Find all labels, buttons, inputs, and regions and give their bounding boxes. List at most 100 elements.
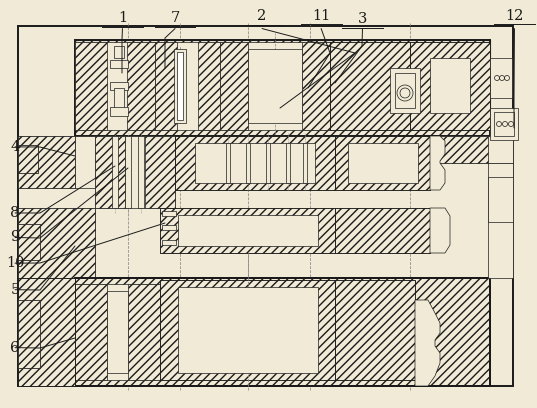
Bar xyxy=(488,177,513,222)
Bar xyxy=(114,46,124,58)
Circle shape xyxy=(503,122,507,126)
Bar xyxy=(18,278,75,386)
Bar xyxy=(335,280,415,380)
Text: 10: 10 xyxy=(6,256,24,270)
Bar xyxy=(488,136,513,163)
Bar xyxy=(127,42,155,130)
Bar xyxy=(335,136,430,190)
Polygon shape xyxy=(415,300,440,386)
Text: 5: 5 xyxy=(10,283,20,297)
Bar xyxy=(246,143,250,183)
Bar xyxy=(138,136,144,208)
Bar xyxy=(410,42,490,130)
Bar xyxy=(125,136,131,208)
Bar xyxy=(107,291,128,373)
Bar xyxy=(410,42,490,130)
Bar xyxy=(177,52,183,120)
Bar xyxy=(160,208,335,253)
Bar xyxy=(110,107,128,116)
Bar xyxy=(18,208,95,278)
Bar xyxy=(18,145,38,173)
Bar xyxy=(95,136,160,163)
Text: 12: 12 xyxy=(505,9,524,22)
Text: 9: 9 xyxy=(10,231,20,244)
Bar xyxy=(18,300,40,368)
Bar xyxy=(155,42,220,130)
Bar xyxy=(330,42,410,130)
Text: 2: 2 xyxy=(257,9,267,23)
Bar xyxy=(75,284,160,380)
Bar xyxy=(178,215,318,246)
Bar xyxy=(75,40,490,136)
Bar xyxy=(18,300,40,368)
Polygon shape xyxy=(430,208,450,253)
Bar xyxy=(395,73,415,108)
Bar xyxy=(220,42,330,130)
Bar xyxy=(348,143,418,183)
Bar xyxy=(286,143,290,183)
Bar xyxy=(430,58,470,113)
Bar xyxy=(75,42,155,130)
Bar xyxy=(18,136,75,188)
Bar xyxy=(75,284,107,380)
Bar xyxy=(75,278,490,386)
Bar xyxy=(95,136,175,208)
Bar xyxy=(155,42,177,130)
Bar xyxy=(162,211,176,216)
Circle shape xyxy=(397,85,413,101)
Bar xyxy=(18,26,513,386)
Text: 1: 1 xyxy=(118,11,127,25)
Bar xyxy=(160,280,335,380)
Bar xyxy=(128,284,160,380)
Bar xyxy=(112,136,118,208)
Bar xyxy=(175,136,335,190)
Text: 8: 8 xyxy=(10,206,20,220)
Bar xyxy=(335,136,430,190)
Bar xyxy=(335,280,415,380)
Bar xyxy=(75,278,490,386)
Bar xyxy=(178,287,318,373)
Circle shape xyxy=(497,122,502,126)
Bar xyxy=(145,136,175,208)
Circle shape xyxy=(509,122,513,126)
Bar xyxy=(303,143,307,183)
Text: 4: 4 xyxy=(10,140,20,154)
Bar xyxy=(335,208,430,253)
Bar xyxy=(488,163,513,278)
Bar xyxy=(18,278,75,386)
Polygon shape xyxy=(430,136,445,190)
Bar xyxy=(95,136,125,208)
Circle shape xyxy=(400,88,410,98)
Bar xyxy=(75,40,490,136)
Bar xyxy=(266,143,270,183)
Bar xyxy=(110,60,128,68)
Bar xyxy=(95,136,490,163)
Bar xyxy=(400,136,490,163)
Bar xyxy=(18,208,95,278)
Bar xyxy=(75,42,107,130)
Text: 11: 11 xyxy=(312,9,330,22)
Bar xyxy=(490,108,518,140)
Bar xyxy=(160,280,335,380)
Bar xyxy=(162,225,176,230)
Bar xyxy=(160,208,335,253)
Bar xyxy=(494,112,514,136)
Text: 7: 7 xyxy=(170,11,180,25)
Bar xyxy=(18,136,75,188)
Text: 6: 6 xyxy=(10,341,20,355)
Bar xyxy=(330,42,410,130)
Bar xyxy=(302,42,330,130)
Text: 3: 3 xyxy=(358,12,367,26)
Bar xyxy=(335,208,430,253)
Bar xyxy=(110,82,128,90)
Bar xyxy=(174,49,186,123)
Bar xyxy=(18,145,38,173)
Bar xyxy=(226,143,230,183)
Bar xyxy=(75,136,95,188)
Bar xyxy=(198,42,220,130)
Bar xyxy=(390,68,420,113)
Bar xyxy=(490,58,512,98)
Bar xyxy=(248,49,302,123)
Bar xyxy=(18,224,40,260)
Bar xyxy=(18,224,40,260)
